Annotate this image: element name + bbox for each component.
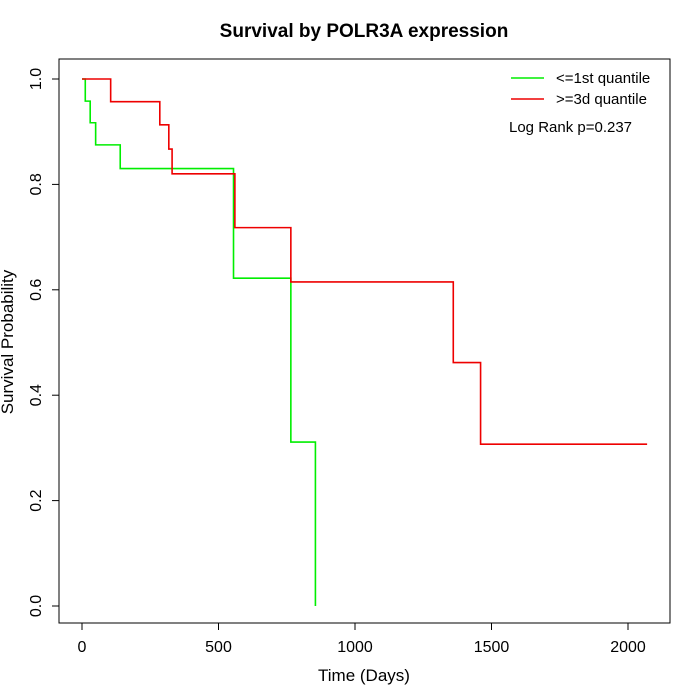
y-tick-label: 0.8: [28, 173, 45, 195]
series-low-curve: [82, 78, 317, 606]
y-tick-label: 0.4: [28, 384, 45, 406]
y-tick-label: 1.0: [28, 68, 45, 90]
legend: <=1st quantile >=3d quantile: [511, 70, 650, 108]
x-tick-label: 1000: [337, 639, 373, 656]
y-axis: 0.0 0.2 0.4 0.6 0.8 1.0: [28, 68, 60, 617]
x-tick-label: 500: [205, 639, 232, 656]
legend-label-low: <=1st quantile: [556, 70, 650, 87]
y-tick-label: 0.2: [28, 489, 45, 511]
x-tick-label: 0: [78, 639, 87, 656]
x-axis-label: Time (Days): [318, 666, 410, 685]
legend-label-high: >=3d quantile: [556, 91, 647, 108]
series-high-curve: [82, 78, 648, 446]
chart-title: Survival by POLR3A expression: [220, 21, 509, 42]
y-tick-label: 0.6: [28, 279, 45, 301]
x-tick-label: 2000: [610, 639, 646, 656]
log-rank-annotation: Log Rank p=0.237: [509, 119, 632, 136]
x-axis: 0 500 1000 1500 2000: [78, 622, 646, 656]
y-tick-label: 0.0: [28, 595, 45, 617]
y-axis-label: Survival Probability: [0, 269, 17, 414]
series-layer: [82, 78, 648, 606]
x-tick-label: 1500: [474, 639, 510, 656]
plot-frame: [58, 58, 671, 624]
